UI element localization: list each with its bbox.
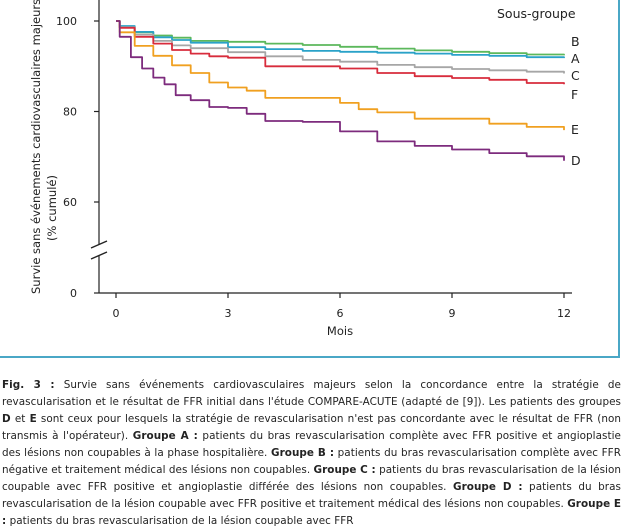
caption-text: et <box>10 413 30 425</box>
caption-group-a-text: patients du bras revascularisation compl… <box>2 430 622 459</box>
series-line-d <box>116 20 565 161</box>
y-tick-label: 0 <box>70 287 77 300</box>
series-label-d: D <box>571 153 581 168</box>
survival-chart: 0 60 80 100 0 3 6 9 12 Mois Survie sans événements… <box>29 0 581 338</box>
caption-group-d-ref: D <box>2 413 11 425</box>
y-axis-title: Survie sans événements cardiovasculaires… <box>29 0 43 294</box>
caption-group-c-text: patients du bras revascularisation de la… <box>2 464 622 493</box>
series-line-f <box>116 20 565 85</box>
caption-text: Survie sans événements cardiovasculaires… <box>2 379 621 408</box>
x-tick-label: 0 <box>113 307 120 320</box>
series-label-c: C <box>571 68 580 83</box>
x-tick-label: 12 <box>557 307 571 320</box>
caption-group-b-text: patients du bras revascularisation compl… <box>2 447 621 476</box>
x-tick-label: 6 <box>337 307 344 320</box>
caption-group-a-label: Groupe A : <box>132 430 198 442</box>
x-axis-title: Mois <box>327 324 353 338</box>
caption-group-d-text: patients du bras revascularisation de la… <box>2 481 621 510</box>
caption-fig-label: Fig. 3 : <box>2 379 55 391</box>
chart-frame <box>0 0 620 358</box>
y-axis-title-unit: (% cumulé) <box>45 175 59 241</box>
series-line-e <box>116 20 565 131</box>
caption-text: sont ceux pour lesquels la stratégie de … <box>2 413 621 442</box>
y-axis-break-mark <box>90 251 108 260</box>
y-tick-label: 60 <box>63 196 77 209</box>
series-line-c <box>116 20 565 74</box>
series-label-b: B <box>571 34 580 49</box>
caption-group-e-text: patients du bras revascularisation de la… <box>6 515 354 527</box>
series-label-e: E <box>571 122 579 137</box>
figure-caption: Fig. 3 : Survie sans événements cardiova… <box>2 377 621 530</box>
caption-group-d-label: Groupe D : <box>453 481 523 493</box>
x-tick-label: 3 <box>225 307 232 320</box>
y-tick-label: 100 <box>56 15 77 28</box>
x-tick-label: 9 <box>449 307 456 320</box>
caption-group-b-label: Groupe B : <box>271 447 335 459</box>
series-line-a <box>116 20 565 59</box>
series-label-f: F <box>571 87 578 102</box>
caption-group-c-label: Groupe C : <box>313 464 376 476</box>
legend-title: Sous-groupe <box>497 6 576 21</box>
y-axis-break-mark <box>90 240 108 249</box>
caption-group-e-ref: E <box>29 413 37 425</box>
y-tick-label: 80 <box>63 106 77 119</box>
series-label-a: A <box>571 51 580 66</box>
